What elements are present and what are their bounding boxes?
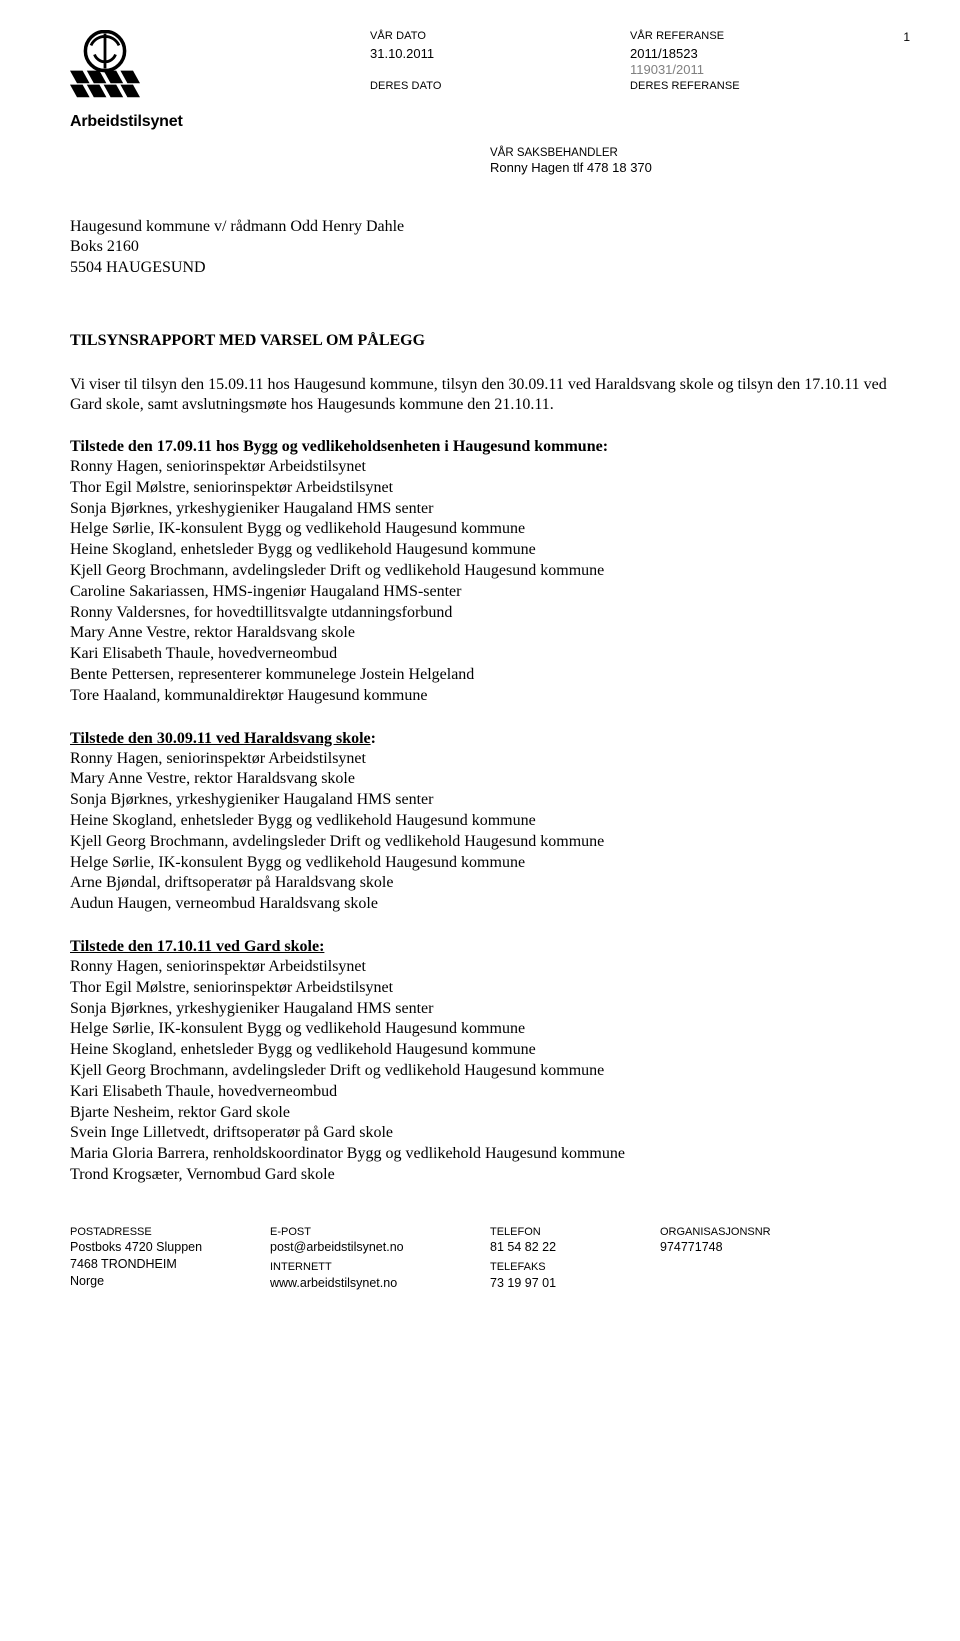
footer-label: TELEFAKS [490, 1261, 660, 1275]
section-heading: Tilstede den 30.09.11 ved Haraldsvang sk… [70, 729, 900, 749]
arbeidstilsynet-logo-icon [70, 30, 140, 100]
section-heading: Tilstede den 17.10.11 ved Gard skole: [70, 937, 900, 957]
footer-value: post@arbeidstilsynet.no [270, 1240, 490, 1256]
section-heading: Tilstede den 17.09.11 hos Bygg og vedlik… [70, 437, 900, 457]
footer-value: Norge [70, 1274, 270, 1290]
footer-value: www.arbeidstilsynet.no [270, 1276, 490, 1292]
var-ref-value: 2011/18523 119031/2011 [630, 46, 740, 79]
attendee-line: Sonja Bjørknes, yrkeshygieniker Haugalan… [70, 999, 900, 1020]
attendee-line: Svein Inge Lilletvedt, driftsoperatør på… [70, 1123, 900, 1144]
attendee-line: Kari Elisabeth Thaule, hovedverneombud [70, 644, 900, 665]
attendee-line: Helge Sørlie, IK-konsulent Bygg og vedli… [70, 519, 900, 540]
footer-value: 81 54 82 22 [490, 1240, 660, 1256]
page-number: 1 [903, 30, 910, 45]
attendee-line: Ronny Valdersnes, for hovedtillitsvalgte… [70, 603, 900, 624]
logo-block: Arbeidstilsynet [70, 30, 250, 132]
var-ref-black: 2011/18523 [630, 46, 698, 61]
recipient-block: Haugesund kommune v/ rådmann Odd Henry D… [70, 217, 900, 279]
attendee-line: Tore Haaland, kommunaldirektør Haugesund… [70, 686, 900, 707]
var-ref-label: VÅR REFERANSE [630, 30, 740, 44]
attendee-list: Ronny Hagen, seniorinspektør Arbeidstils… [70, 957, 900, 1186]
footer-telefon: TELEFON 81 54 82 22 TELEFAKS 73 19 97 01 [490, 1226, 660, 1292]
footer-label: TELEFON [490, 1226, 660, 1240]
footer-epost: E-POST post@arbeidstilsynet.no INTERNETT… [270, 1226, 490, 1292]
attendee-line: Ronny Hagen, seniorinspektør Arbeidstils… [70, 957, 900, 978]
footer-label: POSTADRESSE [70, 1226, 270, 1240]
attendee-list: Ronny Hagen, seniorinspektør Arbeidstils… [70, 457, 900, 707]
var-ref-grey: 119031/2011 [630, 62, 704, 77]
attendee-line: Kari Elisabeth Thaule, hovedverneombud [70, 1082, 900, 1103]
document-title: TILSYNSRAPPORT MED VARSEL OM PÅLEGG [70, 331, 900, 351]
footer-postadresse: POSTADRESSE Postboks 4720 Sluppen 7468 T… [70, 1226, 270, 1292]
attendee-line: Kjell Georg Brochmann, avdelingsleder Dr… [70, 832, 900, 853]
caseworker-label: VÅR SAKSBEHANDLER [490, 146, 900, 160]
attendee-line: Bjarte Nesheim, rektor Gard skole [70, 1103, 900, 1124]
attendee-line: Thor Egil Mølstre, seniorinspektør Arbei… [70, 978, 900, 999]
caseworker-name: Ronny Hagen tlf 478 18 370 [490, 160, 900, 176]
footer-orgnr: ORGANISASJONSNR 974771748 [660, 1226, 840, 1292]
attendee-line: Kjell Georg Brochmann, avdelingsleder Dr… [70, 1061, 900, 1082]
recipient-line: Boks 2160 [70, 237, 900, 258]
attendee-line: Heine Skogland, enhetsleder Bygg og vedl… [70, 811, 900, 832]
attendee-line: Heine Skogland, enhetsleder Bygg og vedl… [70, 1040, 900, 1061]
caseworker-block: VÅR SAKSBEHANDLER Ronny Hagen tlf 478 18… [490, 146, 900, 177]
logo-text: Arbeidstilsynet [70, 112, 250, 132]
recipient-line: Haugesund kommune v/ rådmann Odd Henry D… [70, 217, 900, 238]
attendee-line: Mary Anne Vestre, rektor Haraldsvang sko… [70, 623, 900, 644]
attendee-line: Helge Sørlie, IK-konsulent Bygg og vedli… [70, 1019, 900, 1040]
attendee-line: Kjell Georg Brochmann, avdelingsleder Dr… [70, 561, 900, 582]
attendee-line: Thor Egil Mølstre, seniorinspektør Arbei… [70, 478, 900, 499]
document-header: Arbeidstilsynet VÅR DATO VÅR REFERANSE 3… [70, 30, 900, 132]
header-metadata: VÅR DATO VÅR REFERANSE 31.10.2011 2011/1… [370, 30, 900, 94]
attendee-line: Bente Pettersen, representerer kommunele… [70, 665, 900, 686]
attendee-line: Sonja Bjørknes, yrkeshygieniker Haugalan… [70, 790, 900, 811]
intro-paragraph: Vi viser til tilsyn den 15.09.11 hos Hau… [70, 375, 900, 415]
footer-value: 974771748 [660, 1240, 840, 1256]
footer-value: 7468 TRONDHEIM [70, 1257, 270, 1273]
document-footer: POSTADRESSE Postboks 4720 Sluppen 7468 T… [70, 1226, 900, 1292]
attendee-line: Ronny Hagen, seniorinspektør Arbeidstils… [70, 457, 900, 478]
attendee-line: Ronny Hagen, seniorinspektør Arbeidstils… [70, 749, 900, 770]
attendee-line: Arne Bjøndal, driftsoperatør på Haraldsv… [70, 873, 900, 894]
attendee-line: Caroline Sakariassen, HMS-ingeniør Hauga… [70, 582, 900, 603]
attendee-line: Heine Skogland, enhetsleder Bygg og vedl… [70, 540, 900, 561]
var-dato-value: 31.10.2011 [370, 46, 490, 79]
var-dato-label: VÅR DATO [370, 30, 490, 44]
attendee-line: Maria Gloria Barrera, renholdskoordinato… [70, 1144, 900, 1165]
deres-ref-label: DERES REFERANSE [630, 80, 740, 94]
footer-label: ORGANISASJONSNR [660, 1226, 840, 1240]
footer-value: Postboks 4720 Sluppen [70, 1240, 270, 1256]
attendee-line: Sonja Bjørknes, yrkeshygieniker Haugalan… [70, 499, 900, 520]
recipient-line: 5504 HAUGESUND [70, 258, 900, 279]
attendance-sections: Tilstede den 17.09.11 hos Bygg og vedlik… [70, 437, 900, 1186]
footer-value: 73 19 97 01 [490, 1276, 660, 1292]
attendee-line: Audun Haugen, verneombud Haraldsvang sko… [70, 894, 900, 915]
footer-label: INTERNETT [270, 1261, 490, 1275]
attendee-line: Mary Anne Vestre, rektor Haraldsvang sko… [70, 769, 900, 790]
attendee-list: Ronny Hagen, seniorinspektør Arbeidstils… [70, 749, 900, 915]
footer-label: E-POST [270, 1226, 490, 1240]
deres-dato-label: DERES DATO [370, 80, 490, 94]
attendee-line: Trond Krogsæter, Vernombud Gard skole [70, 1165, 900, 1186]
attendee-line: Helge Sørlie, IK-konsulent Bygg og vedli… [70, 853, 900, 874]
